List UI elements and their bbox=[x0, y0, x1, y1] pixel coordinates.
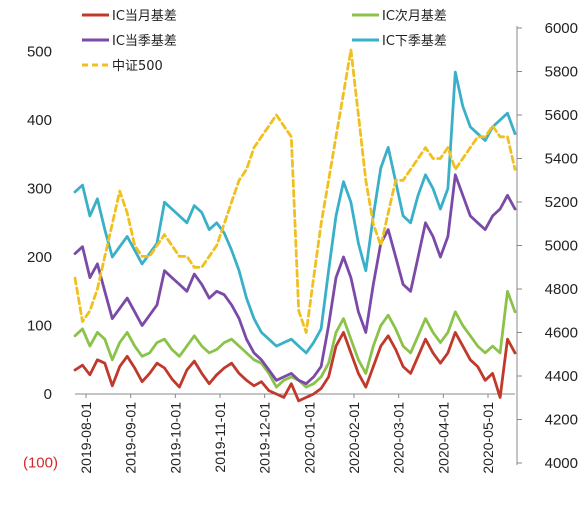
x-tick-label: 2019-11-01 bbox=[212, 402, 228, 473]
x-tick-label: 2020-01-01 bbox=[301, 402, 317, 474]
y-right-tick-label: 6000 bbox=[545, 20, 578, 37]
x-tick-label: 2019-09-01 bbox=[123, 402, 139, 474]
series-line-5 bbox=[73, 48, 517, 334]
y-left-tick-label: 400 bbox=[27, 112, 52, 129]
series-layer bbox=[73, 48, 517, 403]
y-right-tick-label: 4200 bbox=[545, 412, 578, 429]
y-left-tick-label: 300 bbox=[27, 181, 52, 198]
legend-item: 中证500 bbox=[82, 59, 163, 74]
x-tick-label: 2019-10-01 bbox=[167, 402, 183, 474]
legend-item: IC次月基差 bbox=[352, 8, 447, 24]
y-right-tick-label: 5200 bbox=[545, 194, 578, 211]
x-tick-label: 2020-03-01 bbox=[391, 402, 407, 474]
y-right-tick-label: 5400 bbox=[545, 151, 578, 168]
y-right-tick-label: 4800 bbox=[545, 281, 578, 298]
y-right-tick-label: 5800 bbox=[545, 64, 578, 81]
legend-label: IC当月基差 bbox=[112, 9, 177, 24]
series-line-1 bbox=[73, 330, 517, 403]
y-right-tick-label: 5000 bbox=[545, 238, 578, 255]
y-right-tick-label: 4400 bbox=[545, 368, 578, 385]
y-left-tick-label: 200 bbox=[27, 249, 52, 266]
series-line-3 bbox=[73, 173, 517, 386]
y-left-tick-label: 500 bbox=[27, 44, 52, 61]
legend-label: IC当季基差 bbox=[112, 34, 177, 49]
y-left-tick-label: 0 bbox=[44, 386, 52, 403]
y-left-tick-label: 100 bbox=[27, 318, 52, 335]
legend-label: 中证500 bbox=[112, 59, 163, 74]
x-tick-label: 2020-05-01 bbox=[480, 402, 496, 474]
x-tick-label: 2019-12-01 bbox=[257, 402, 273, 474]
legend-label: IC次月基差 bbox=[382, 8, 447, 24]
y-right-tick-label: 4000 bbox=[545, 455, 578, 472]
x-tick-label: 2020-02-01 bbox=[346, 402, 362, 474]
x-tick-label: 2020-04-01 bbox=[435, 402, 451, 474]
axes: 500 400 300 200 100 0 (100) 6000 5800 5600 5400 520… bbox=[23, 20, 578, 474]
x-tick-label: 2019-08-01 bbox=[78, 402, 94, 474]
y-right-tick-label: 5600 bbox=[545, 107, 578, 124]
series-line-2 bbox=[73, 289, 517, 389]
legend-item: IC当季基差 bbox=[82, 34, 177, 49]
legend-label: IC下季基差 bbox=[382, 34, 447, 49]
legend-item: IC下季基差 bbox=[352, 34, 447, 49]
y-left-tick-label: (100) bbox=[23, 455, 58, 472]
y-right-tick-label: 4600 bbox=[545, 325, 578, 342]
legend-item: IC当月基差 bbox=[82, 9, 177, 24]
